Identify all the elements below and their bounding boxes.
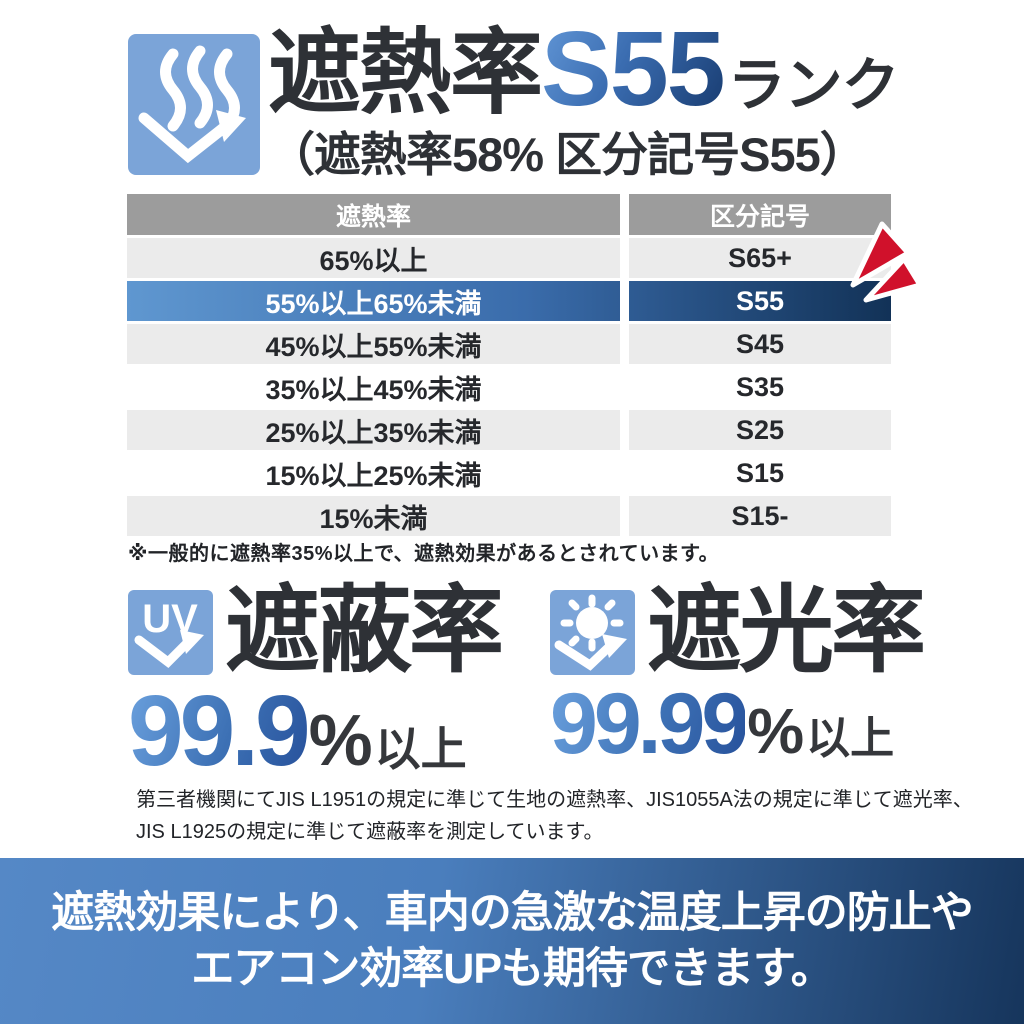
rate-range-cell: 65%以上 (127, 238, 620, 278)
table-row: 55%以上65%未満 S55 (127, 281, 891, 321)
footnote-line-2: JIS L1925の規定に準じて遮蔽率を測定しています。 (136, 821, 604, 844)
table-header-row: 遮熱率 区分記号 (127, 194, 891, 235)
rank-symbol-cell: S25 (629, 410, 891, 450)
uv-rating-title: 遮蔽率 (225, 578, 504, 684)
footnote-line-1: 第三者機関にてJIS L1951の規定に準じて生地の遮熱率、JIS1055A法の… (136, 789, 973, 811)
heat-shield-rank-table: 遮熱率 区分記号 65%以上 S65+ 55%以上65%未満 S55 45%以上… (127, 194, 891, 539)
rate-range-cell: 55%以上65%未満 (265, 288, 482, 319)
rank-symbol-cell: S55 (735, 285, 785, 316)
heat-wave-deflect-icon-svg (138, 45, 246, 164)
column-gap (620, 194, 629, 235)
rank-symbol-cell: S65+ (629, 238, 891, 278)
rate-range-cell: 35%以上45%未満 (127, 367, 620, 407)
title-prefix: 遮熱率 (268, 21, 543, 125)
column-gap (620, 281, 629, 321)
rate-range-cell: 25%以上35%未満 (127, 410, 620, 450)
table-note: ※一般的に遮熱率35%以上で、遮熱効果があるとされています。 (128, 543, 720, 565)
table-row: 65%以上 S65+ (127, 238, 891, 278)
rank-symbol-cell: S35 (629, 367, 891, 407)
sun-deflect-icon (550, 590, 635, 675)
column-header-symbol: 区分記号 (629, 194, 891, 235)
light-rating-value: 99.99 (550, 676, 749, 772)
hero-text: 遮熱率 S55 ランク （遮熱率58% 区分記号S55） (268, 10, 900, 185)
uv-deflect-icon-svg: UV (134, 597, 204, 668)
uv-deflect-icon: UV (128, 590, 213, 675)
table-row: 45%以上55%未満 S45 (127, 324, 891, 364)
banner-line-1: 遮熱効果により、車内の急激な温度上昇の防止や (51, 889, 973, 937)
column-header-rate: 遮熱率 (127, 194, 620, 235)
uv-rating-percent: % (308, 701, 373, 781)
table-row: 15%未満 S15- (127, 496, 891, 536)
benefit-banner: 遮熱効果により、車内の急激な温度上昇の防止や エアコン効率UPも期待できます。 (0, 858, 1024, 1024)
title-suffix: ランク (727, 53, 900, 118)
uv-rating-header: UV 遮蔽率 (128, 578, 504, 684)
page-title: 遮熱率 S55 ランク (268, 10, 900, 128)
table-row: 15%以上25%未満 S15 (127, 453, 891, 493)
column-gap (620, 324, 629, 364)
title-rank: S55 (541, 10, 726, 128)
table-row: 35%以上45%未満 S35 (127, 367, 891, 407)
rank-symbol-cell: S45 (629, 324, 891, 364)
rank-symbol-cell: S15- (629, 496, 891, 536)
rank-symbol-cell: S15 (629, 453, 891, 493)
column-gap (620, 238, 629, 278)
uv-rating-suffix: 以上 (374, 723, 467, 775)
sun-deflect-icon-svg (554, 594, 627, 671)
uv-shield-rating: UV 遮蔽率 99.9 % 以上 (128, 578, 504, 781)
measurement-footnote: 第三者機関にてJIS L1951の規定に準じて生地の遮熱率、JIS1055A法の… (136, 784, 973, 849)
uv-rating-value: 99.9 (128, 675, 311, 787)
column-gap (620, 453, 629, 493)
column-gap (620, 496, 629, 536)
light-rating-title: 遮光率 (647, 578, 926, 684)
highlight-pointer-arrows-icon (850, 221, 923, 303)
table-body: 65%以上 S65+ 55%以上65%未満 S55 45%以上55%未満 S45… (127, 238, 891, 536)
rate-range-cell: 15%以上25%未満 (127, 453, 620, 493)
rate-range-cell: 15%未満 (127, 496, 620, 536)
banner-line-2: エアコン効率UPも期待できます。 (191, 945, 833, 993)
light-rating-value-row: 99.99 % 以上 (550, 681, 923, 767)
uv-rating-value-row: 99.9 % 以上 (128, 681, 501, 781)
light-rating-percent: % (747, 695, 805, 767)
page-subtitle: （遮熱率58% 区分記号S55） (268, 128, 867, 182)
light-rating-header: 遮光率 (550, 578, 926, 684)
table-row: 25%以上35%未満 S25 (127, 410, 891, 450)
rate-range-cell: 45%以上55%未満 (127, 324, 620, 364)
light-shading-rating: 遮光率 99.99 % 以上 (550, 578, 926, 767)
heat-wave-deflect-icon (128, 34, 260, 175)
column-gap (620, 367, 629, 407)
column-gap (620, 410, 629, 450)
light-rating-suffix: 以上 (806, 714, 895, 763)
